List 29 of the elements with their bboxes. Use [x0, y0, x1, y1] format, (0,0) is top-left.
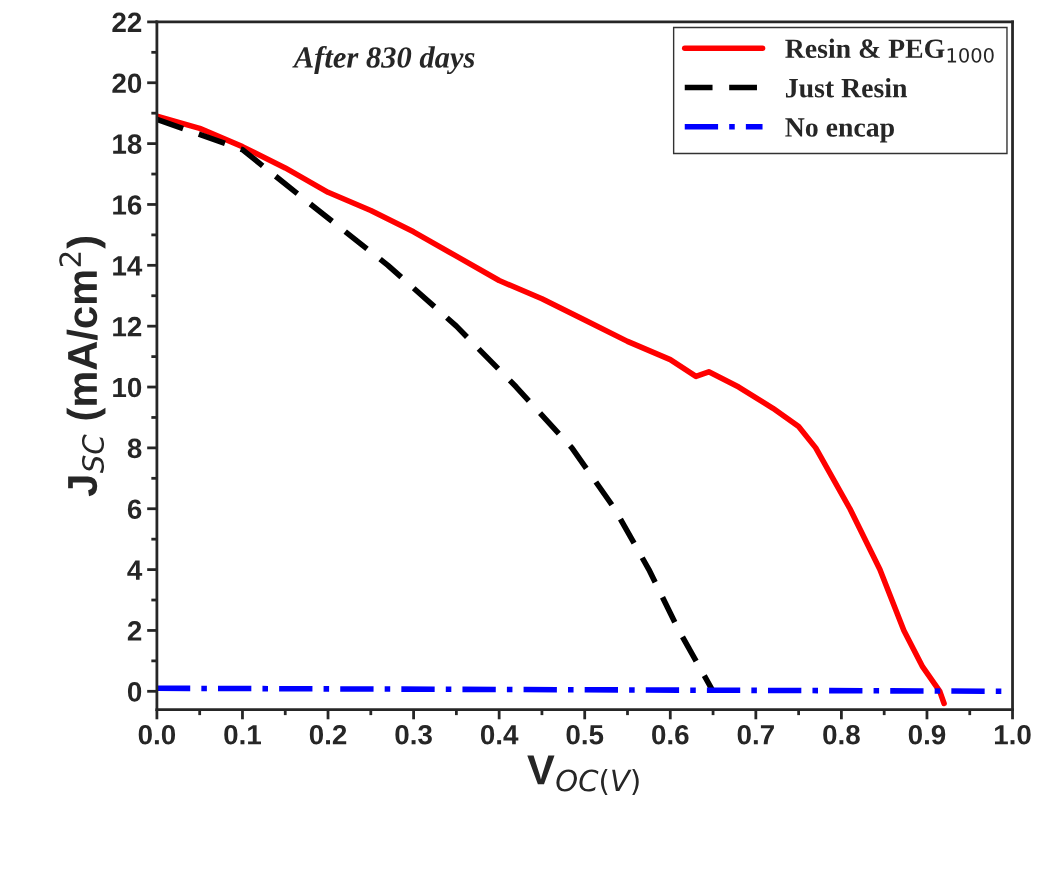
x-tick-label: 0.2: [309, 724, 347, 745]
y-tick-label: 12: [113, 316, 142, 337]
legend-label: Resin & PEG$_{1000}$: [785, 38, 994, 63]
y-tick-label: 0: [127, 681, 142, 702]
x-tick-label: 0.1: [224, 724, 261, 745]
y-tick-label: 6: [127, 499, 142, 520]
y-tick-label: 14: [113, 256, 143, 276]
x-tick-label: 1.0: [994, 724, 1031, 745]
y-tick-label: 4: [127, 560, 143, 580]
x-tick-label: 0.5: [566, 724, 604, 745]
x-tick-label: 0.8: [823, 724, 860, 745]
x-tick-label: 0.6: [652, 724, 689, 745]
x-tick-label: 0.0: [138, 724, 176, 745]
y-tick-label: 16: [113, 195, 142, 215]
annotation: After 830 days: [292, 45, 475, 75]
legend-label: No encap: [785, 118, 894, 143]
x-tick-label: 0.7: [737, 724, 774, 745]
y-tick-label: 22: [112, 12, 142, 32]
y-tick-label: 8: [127, 438, 142, 459]
y-tick-label: 20: [112, 73, 142, 94]
legend-label: Just Resin: [785, 77, 908, 98]
x-tick-label: 0.4: [480, 724, 519, 745]
x-tick-label: 0.9: [908, 724, 946, 745]
y-tick-label: 2: [127, 621, 142, 641]
y-tick-label: 10: [113, 377, 142, 398]
x-tick-label: 0.3: [395, 724, 432, 745]
y-tick-label: 18: [113, 134, 142, 154]
x-axis-title: V$_{OC(V)}$: [527, 755, 639, 795]
y-axis-title: J$_{SC}$ (mA/cm$^{2}$): [59, 236, 106, 497]
